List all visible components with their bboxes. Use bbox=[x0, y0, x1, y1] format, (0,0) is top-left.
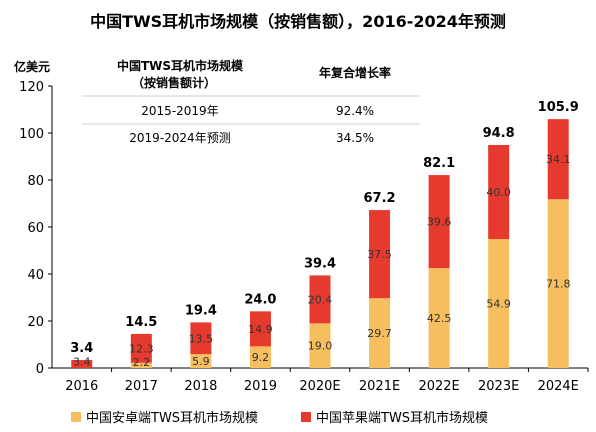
data-label-android: 29.7 bbox=[367, 327, 392, 340]
data-label-android: 3.4 bbox=[73, 356, 91, 369]
x-tick-label: 2022E bbox=[418, 379, 459, 394]
y-tick-label: 80 bbox=[27, 174, 44, 189]
bar-apple bbox=[130, 333, 152, 363]
data-label-apple: 34.1 bbox=[546, 153, 571, 166]
x-tick-label: 2018 bbox=[184, 379, 217, 394]
data-label-apple: 37.5 bbox=[367, 248, 392, 261]
table-header-scale: 中国TWS耳机市场规模 bbox=[117, 58, 244, 73]
x-tick-label: 2023E bbox=[478, 379, 519, 394]
x-tick-label: 2021E bbox=[359, 379, 400, 394]
legend-swatch-apple bbox=[301, 411, 311, 422]
chart-plot: 0 20 40 60 80 100 120 2016 3.43.4 2017 2.212.3 14.5… bbox=[19, 58, 589, 394]
bar-apple bbox=[249, 311, 271, 347]
legend-swatch-android bbox=[71, 411, 81, 422]
table-cagr-value: 34.5% bbox=[336, 131, 374, 145]
data-label-apple: 12.3 bbox=[129, 342, 154, 355]
bar-apple bbox=[71, 360, 93, 368]
y-tick-label: 40 bbox=[27, 268, 44, 283]
data-label-total: 67.2 bbox=[364, 191, 396, 206]
data-label-total: 105.9 bbox=[538, 100, 579, 115]
data-label-apple: 14.9 bbox=[248, 323, 273, 336]
bar-apple bbox=[547, 119, 569, 200]
table-period: 2015-2019年 bbox=[141, 104, 218, 118]
chart-title: 中国TWS耳机市场规模（按销售额），2016-2024年预测 bbox=[90, 12, 506, 31]
bar-android bbox=[428, 268, 450, 368]
bar-android bbox=[369, 298, 391, 368]
bar-android bbox=[249, 346, 271, 368]
data-label-total: 82.1 bbox=[423, 156, 455, 171]
data-label-apple: 20.4 bbox=[308, 293, 333, 306]
bar-android bbox=[309, 323, 331, 368]
table-header-cagr: 年复合增长率 bbox=[319, 65, 391, 80]
data-label-android: 9.2 bbox=[252, 351, 270, 364]
y-tick-label: 60 bbox=[27, 221, 44, 236]
data-label-total: 3.4 bbox=[70, 341, 93, 356]
legend-apple: 中国苹果端TWS耳机市场规模 bbox=[301, 407, 488, 426]
data-label-apple: 13.5 bbox=[189, 332, 214, 345]
x-tick-label: 2016 bbox=[65, 379, 98, 394]
table-period: 2019-2024年预测 bbox=[129, 131, 230, 145]
y-tick-label: 0 bbox=[36, 362, 44, 377]
bar-android bbox=[190, 354, 212, 368]
bar-apple bbox=[428, 175, 450, 269]
x-tick-label: 2020E bbox=[299, 379, 340, 394]
data-label-total: 19.4 bbox=[185, 303, 217, 318]
bar-android bbox=[488, 238, 510, 368]
data-label-apple: 39.6 bbox=[427, 216, 452, 229]
legend-label-android: 中国安卓端TWS耳机市场规模 bbox=[86, 411, 259, 426]
bar-apple bbox=[369, 210, 391, 299]
data-label-apple: 40.0 bbox=[486, 186, 511, 199]
data-label-total: 94.8 bbox=[483, 126, 515, 141]
data-label-android: 5.9 bbox=[192, 355, 210, 368]
y-axis-unit: 亿美元 bbox=[14, 60, 51, 74]
table-header-scale-sub: （按销售额计） bbox=[132, 75, 216, 90]
table-cagr-value: 92.4% bbox=[336, 104, 374, 118]
x-tick-label: 2024E bbox=[538, 379, 579, 394]
data-label-android: 2.2 bbox=[133, 356, 151, 369]
bar-apple bbox=[488, 144, 510, 239]
bar-android bbox=[130, 362, 152, 368]
y-tick-label: 20 bbox=[27, 315, 44, 330]
y-tick-label: 120 bbox=[19, 80, 44, 95]
data-label-total: 14.5 bbox=[125, 315, 157, 330]
bar-apple bbox=[190, 322, 212, 355]
data-label-total: 39.4 bbox=[304, 256, 336, 271]
data-label-android: 19.0 bbox=[308, 340, 333, 353]
legend-label-apple: 中国苹果端TWS耳机市场规模 bbox=[316, 411, 489, 426]
data-label-android: 42.5 bbox=[427, 312, 452, 325]
bar-android bbox=[547, 199, 569, 368]
x-tick-label: 2017 bbox=[125, 379, 158, 394]
data-label-total: 24.0 bbox=[244, 292, 276, 307]
y-tick-label: 100 bbox=[19, 127, 44, 142]
bar-apple bbox=[309, 275, 331, 324]
x-tick-label: 2019 bbox=[244, 379, 277, 394]
data-label-android: 54.9 bbox=[486, 297, 511, 310]
legend-android: 中国安卓端TWS耳机市场规模 bbox=[71, 407, 258, 426]
data-label-android: 71.8 bbox=[546, 278, 571, 291]
